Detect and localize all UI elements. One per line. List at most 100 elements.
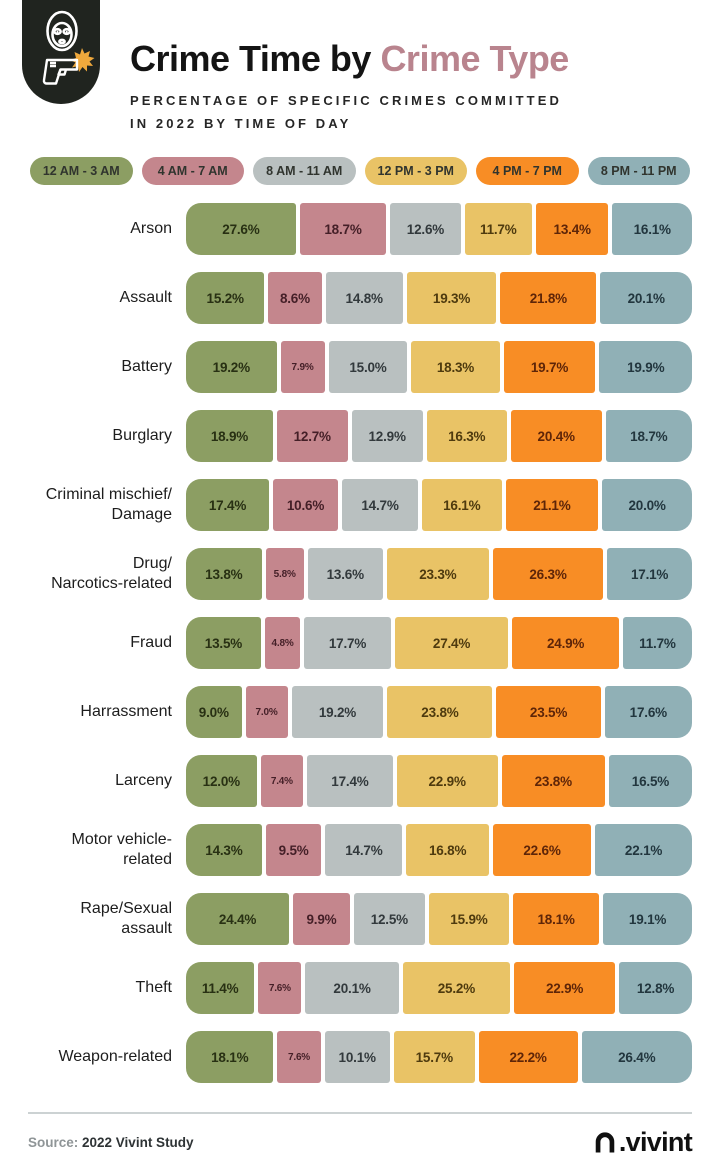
segment-value: 18.3% [436,359,475,375]
segment-value: 18.7% [630,428,668,444]
bar-segment: 26.4% [581,1031,692,1084]
segment-value: 20.1% [333,980,371,996]
bar-segment: 12.9% [351,410,423,463]
bar-segment: 9.5% [265,824,322,877]
segment-value: 10.1% [338,1049,376,1065]
bar-segment: 10.6% [272,479,339,532]
page-subtitle: PERCENTAGE OF SPECIFIC CRIMES COMMITTED … [130,90,692,136]
bar-segment: 11.4% [186,962,255,1015]
segment-value: 11.4% [201,980,239,996]
legend: 12 AM - 3 AM 4 AM - 7 AM 8 AM - 11 AM 12 PM… [30,157,690,186]
bar-segment: 7.0% [245,686,288,739]
segment-value: 16.3% [448,428,486,444]
bar-segment: 16.1% [421,479,502,532]
segment-value: 11.7% [639,635,676,651]
legend-item: 4 AM - 7 AM [141,157,244,186]
segment-value: 17.1% [630,566,669,582]
row-label: Arson [130,220,172,238]
bar-segment: 22.6% [492,824,592,877]
segment-value: 20.4% [537,428,575,444]
bar-segment: 15.0% [328,341,408,394]
segment-value: 18.1% [537,911,575,927]
row-label: Criminal mischief/ Damage [45,486,172,524]
bar-segment: 7.9% [280,341,325,394]
bar-segment: 13.6% [307,548,383,601]
bar-segment: 27.4% [394,617,509,670]
segment-value: 10.6% [286,497,325,513]
source-text: 2022 Vivint Study [78,1135,194,1151]
segment-value: 15.7% [415,1049,453,1065]
bar-segment: 22.9% [396,755,498,808]
bar-segment: 16.3% [426,410,507,463]
segment-value: 19.2% [318,704,357,720]
segment-value: 7.6% [268,982,291,994]
segment-value: 19.1% [628,911,667,927]
subtitle-line-1: PERCENTAGE OF SPECIFIC CRIMES COMMITTED [130,92,562,108]
segment-value: 20.1% [627,290,665,306]
bar-segment: 17.6% [604,686,692,739]
bar-segment: 20.0% [602,479,692,532]
bar-segment: 11.7% [622,617,692,670]
bar-segment: 18.9% [186,410,273,463]
segment-value: 15.9% [450,911,488,927]
bar-segment: 5.8% [265,548,304,601]
segment-value: 5.8% [273,568,296,580]
bar-segment: 12.6% [390,203,461,256]
segment-value: 14.7% [361,497,399,513]
row-label: Fraud [130,634,172,652]
segment-value: 17.4% [208,497,247,513]
bar-segment: 13.5% [186,617,261,670]
bar-segment: 11.7% [464,203,532,256]
row-label: Battery [121,358,172,376]
brand-logo: .vivint [592,1127,693,1158]
title-accent: Crime Type [380,38,569,79]
stacked-bar: 13.5% 4.8% 17.7% 27.4% 24.9% 11.7% [186,617,692,670]
bar-segment: 22.2% [478,1031,578,1084]
bar-segment: 17.7% [304,617,391,670]
chart-row: Drug/ Narcotics-related 13.8% 5.8% 13.6% 23.… [28,548,692,601]
bar-segment: 18.3% [411,341,500,394]
chart-row: Arson 27.6% 18.7% 12.6% 11.7% 13.4% 16.1% [28,203,693,256]
bar-segment: 9.0% [186,686,242,739]
segment-value: 12.7% [293,428,331,444]
segment-value: 15.0% [349,359,387,375]
bar-segment: 27.6% [186,203,296,256]
segment-value: 19.9% [627,359,665,375]
stacked-bar: 19.2% 7.9% 15.0% 18.3% 19.7% 19.9% [186,341,692,394]
bar-segment: 18.7% [299,203,387,256]
segment-value: 27.4% [432,635,471,651]
source-note: Source: 2022 Vivint Study [28,1135,194,1150]
bar-segment: 22.1% [595,824,692,877]
segment-value: 27.6% [222,221,260,237]
masked-robber-gun-icon [42,10,95,85]
legend-item: 4 PM - 7 PM [476,157,579,186]
bar-segment: 8.6% [268,272,322,325]
bar-segment: 18.1% [186,1031,274,1084]
segment-value: 21.1% [533,497,571,513]
bar-segment: 23.8% [501,755,605,808]
stacked-bar: 13.8% 5.8% 13.6% 23.3% 26.3% 17.1% [186,548,692,601]
stacked-bar: 18.1% 7.6% 10.1% 15.7% 22.2% 26.4% [186,1031,692,1084]
chart-row: Criminal mischief/ Damage 17.4% 10.6% 14.7%… [28,479,692,532]
bar-segment: 19.2% [186,341,277,394]
segment-value: 16.8% [428,842,467,858]
segment-value: 8.6% [279,290,310,306]
bar-segment: 20.1% [600,272,692,325]
row-label: Theft [135,979,172,997]
source-label: Source: [28,1135,79,1151]
bar-segment: 14.3% [186,824,262,877]
bar-segment: 18.1% [513,893,600,946]
bar-segment: 16.5% [608,755,692,808]
bar-segment: 23.5% [496,686,601,739]
stacked-bar: 17.4% 10.6% 14.7% 16.1% 21.1% 20.0% [186,479,692,532]
segment-value: 22.9% [428,773,466,789]
bar-segment: 24.9% [512,617,619,670]
bar-segment: 15.2% [186,272,265,325]
stacked-bar: 27.6% 18.7% 12.6% 11.7% 13.4% 16.1% [186,203,693,256]
bar-segment: 16.8% [406,824,489,877]
segment-value: 7.9% [291,361,314,373]
bar-segment: 15.7% [393,1031,475,1084]
stacked-bar: 9.0% 7.0% 19.2% 23.8% 23.5% 17.6% [186,686,692,739]
segment-value: 18.1% [211,1049,249,1065]
segment-value: 17.6% [629,704,667,720]
